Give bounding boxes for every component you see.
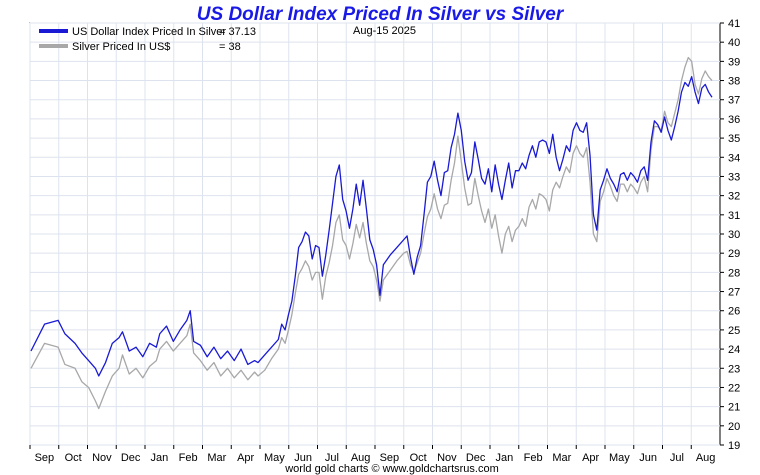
y-tick-label: 20 <box>728 421 740 433</box>
x-tick-label: Oct <box>410 452 427 464</box>
legend: US Dollar Index Priced In Silver = 37.13… <box>39 26 256 53</box>
y-axis: 19 20 21 22 23 24 25 26 27 28 29 30 31 32 33 34 35 36 37 38… <box>720 18 740 452</box>
y-tick-label: 24 <box>728 344 740 356</box>
x-tick-label: Mar <box>552 452 571 464</box>
x-tick-label: Dec <box>121 452 141 464</box>
legend-label-usd: US Dollar Index Priced In Silver <box>72 26 226 38</box>
y-tick-label: 19 <box>728 440 740 452</box>
x-tick-label: Feb <box>179 452 198 464</box>
legend-swatch-usd <box>39 29 68 33</box>
date-label: Aug-15 2025 <box>353 25 416 37</box>
y-tick-label: 32 <box>728 191 740 203</box>
y-tick-label: 40 <box>728 37 740 49</box>
y-tick-label: 29 <box>728 248 740 260</box>
legend-value-usd: = 37.13 <box>219 26 256 38</box>
y-tick-label: 27 <box>728 287 740 299</box>
series-line-usd <box>30 76 713 377</box>
x-tick-label: Jul <box>670 452 684 464</box>
legend-label-silver: Silver Priced In US$ <box>72 41 170 53</box>
y-tick-label: 23 <box>728 363 740 375</box>
x-tick-label: Dec <box>466 452 486 464</box>
x-tick-label: Jan <box>496 452 514 464</box>
footer-credit: world gold charts © www.goldchartsrus.co… <box>284 463 499 475</box>
x-tick-label: Nov <box>437 452 457 464</box>
x-tick-label: Jan <box>151 452 169 464</box>
x-tick-label: Sep <box>35 452 55 464</box>
series-line-silver <box>30 56 713 410</box>
legend-value-silver: = 38 <box>219 41 241 53</box>
series-layer <box>30 56 713 410</box>
x-tick-label: Apr <box>237 452 254 464</box>
y-tick-label: 21 <box>728 402 740 414</box>
x-tick-label: Jun <box>639 452 657 464</box>
y-tick-label: 30 <box>728 229 740 241</box>
y-tick-label: 31 <box>728 210 740 222</box>
x-tick-label: Oct <box>65 452 82 464</box>
y-tick-label: 34 <box>728 152 740 164</box>
x-tick-label: Mar <box>207 452 226 464</box>
y-tick-label: 41 <box>728 18 740 30</box>
y-tick-label: 28 <box>728 267 740 279</box>
y-tick-label: 22 <box>728 382 740 394</box>
legend-swatch-silver <box>39 44 68 48</box>
y-tick-label: 33 <box>728 171 740 183</box>
x-tick-label: May <box>264 452 285 464</box>
x-tick-label: Sep <box>380 452 400 464</box>
y-tick-label: 35 <box>728 133 740 145</box>
x-tick-label: May <box>609 452 630 464</box>
x-tick-label: Feb <box>524 452 543 464</box>
y-tick-label: 36 <box>728 114 740 126</box>
y-tick-label: 38 <box>728 76 740 88</box>
y-tick-label: 26 <box>728 306 740 318</box>
x-tick-label: Aug <box>696 452 716 464</box>
y-tick-label: 39 <box>728 56 740 68</box>
y-tick-label: 25 <box>728 325 740 337</box>
x-axis: Sep Oct Nov Dec Jan Feb Mar Apr May Jun Jul Aug Sep O… <box>29 445 716 464</box>
x-tick-label: Aug <box>351 452 371 464</box>
x-tick-label: Apr <box>582 452 599 464</box>
x-tick-label: Jun <box>294 452 312 464</box>
y-tick-label: 37 <box>728 95 740 107</box>
chart-title: US Dollar Index Priced In Silver vs Silv… <box>197 4 565 25</box>
x-tick-label: Jul <box>325 452 339 464</box>
x-tick-label: Nov <box>92 452 112 464</box>
